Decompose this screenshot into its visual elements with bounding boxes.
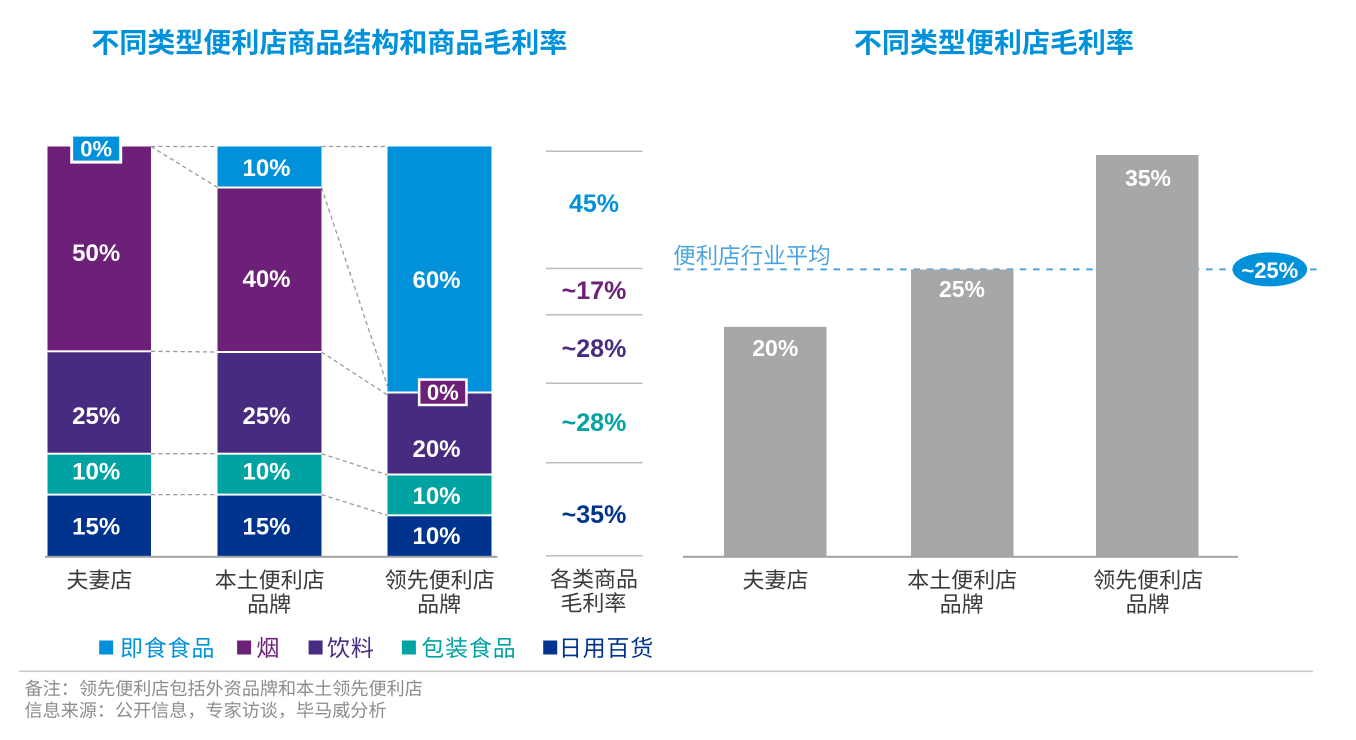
- svg-text:0%: 0%: [80, 137, 112, 162]
- svg-text:10%: 10%: [72, 458, 120, 485]
- svg-text:~35%: ~35%: [562, 501, 627, 529]
- svg-text:15%: 15%: [242, 513, 290, 540]
- svg-text:20%: 20%: [752, 335, 798, 361]
- svg-text:0%: 0%: [427, 380, 459, 405]
- svg-text:25%: 25%: [72, 403, 120, 430]
- svg-text:60%: 60%: [412, 267, 460, 294]
- svg-text:~28%: ~28%: [562, 409, 627, 437]
- svg-text:25%: 25%: [939, 276, 985, 302]
- svg-text:10%: 10%: [242, 458, 290, 485]
- svg-text:40%: 40%: [242, 266, 290, 293]
- svg-text:~28%: ~28%: [562, 335, 627, 363]
- svg-text:45%: 45%: [569, 190, 619, 218]
- svg-text:20%: 20%: [412, 436, 460, 463]
- svg-text:~17%: ~17%: [562, 277, 627, 305]
- svg-text:15%: 15%: [72, 513, 120, 540]
- svg-text:25%: 25%: [242, 403, 290, 430]
- svg-text:50%: 50%: [72, 240, 120, 267]
- svg-text:~25%: ~25%: [1241, 258, 1298, 283]
- svg-text:35%: 35%: [1125, 165, 1171, 191]
- svg-text:10%: 10%: [412, 483, 460, 510]
- svg-text:10%: 10%: [242, 155, 290, 182]
- svg-text:10%: 10%: [412, 523, 460, 550]
